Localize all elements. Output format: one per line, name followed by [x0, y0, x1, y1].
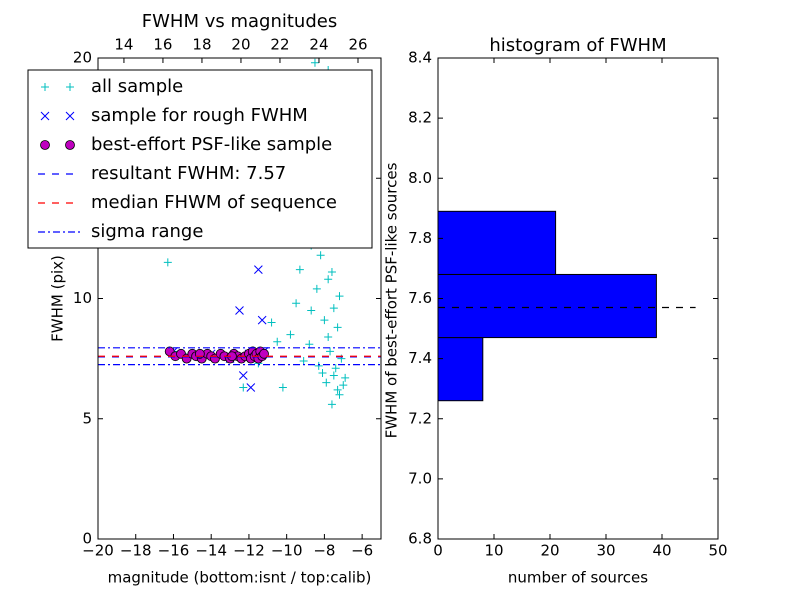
x-tick-label: −12	[233, 542, 265, 560]
legend-marker	[40, 140, 50, 150]
y-tick-label: 7.6	[408, 289, 432, 307]
legend-label: sample for rough FWHM	[91, 105, 308, 126]
x-tick-label: −14	[195, 542, 227, 560]
bar	[438, 210, 557, 275]
plot-area	[438, 210, 696, 402]
legend-label: best-effort PSF-like sample	[91, 134, 332, 155]
y-tick-label: 7.2	[408, 409, 432, 427]
chart-title: histogram of FWHM	[489, 35, 666, 56]
point	[292, 299, 301, 308]
x2-tick-label: 26	[348, 36, 367, 54]
legend-marker	[65, 140, 75, 150]
axes-frame	[437, 57, 719, 540]
legend-label: all sample	[91, 76, 183, 97]
point	[273, 337, 282, 346]
y-tick-label: 0	[82, 530, 92, 548]
y-tick-label: 7.8	[408, 229, 432, 247]
legend-box	[27, 69, 373, 249]
x-tick-label: −20	[82, 542, 114, 560]
chart-title: FWHM vs magnitudes	[142, 11, 337, 32]
x2-tick-label: 18	[192, 36, 211, 54]
point	[239, 383, 248, 392]
point	[163, 258, 172, 267]
x-axis-label: number of sources	[508, 569, 648, 587]
x2-tick-label: 22	[270, 36, 289, 54]
x2-tick-label: 16	[153, 36, 172, 54]
legend-marker	[66, 83, 74, 91]
point	[318, 369, 327, 378]
y-tick-label: 10	[73, 289, 92, 307]
x-tick-label: −16	[158, 542, 190, 560]
point	[246, 383, 256, 392]
point	[335, 292, 344, 301]
legend-label: median FHWM of sequence	[91, 192, 337, 213]
point	[310, 58, 319, 67]
y-tick-label: 8.2	[408, 109, 432, 127]
point	[238, 371, 248, 380]
x2-tick-label: 14	[114, 36, 133, 54]
x2-tick-label: 20	[231, 36, 250, 54]
point	[299, 357, 308, 366]
y-tick-label: 8.0	[408, 169, 432, 187]
x-tick-label: 30	[596, 542, 615, 560]
y-tick-label: 7.0	[408, 469, 432, 487]
legend-marker	[41, 83, 49, 91]
y-axis-label: FWHM (pix)	[49, 255, 67, 342]
point	[327, 268, 336, 277]
point	[254, 265, 263, 274]
legend-label: resultant FWHM: 7.57	[91, 163, 286, 184]
point	[305, 340, 314, 349]
point	[324, 275, 333, 284]
x2-tick-label: 24	[309, 36, 328, 54]
x-tick-label: −18	[120, 542, 152, 560]
point	[327, 400, 336, 409]
point	[257, 315, 267, 325]
point	[286, 330, 295, 339]
point	[324, 332, 333, 341]
point	[314, 361, 323, 370]
point	[331, 364, 340, 373]
legend-label: sigma range	[91, 221, 203, 242]
point	[307, 306, 316, 315]
y-tick-label: 6.8	[408, 530, 432, 548]
x-tick-label: 20	[540, 542, 559, 560]
axes-frame	[97, 57, 382, 540]
point	[333, 323, 342, 332]
x-axis-label: magnitude (bottom:isnt / top:calib)	[108, 569, 372, 587]
x-tick-label: −6	[351, 542, 373, 560]
x-tick-label: 50	[708, 542, 727, 560]
point	[341, 373, 350, 382]
x-tick-label: −10	[271, 542, 303, 560]
point	[339, 381, 348, 390]
bar	[438, 273, 657, 339]
y-tick-label: 20	[73, 49, 92, 67]
point	[295, 265, 304, 274]
legend-marker	[40, 111, 50, 121]
point	[267, 318, 276, 327]
legend-marker	[65, 111, 75, 121]
point	[235, 306, 244, 315]
point	[333, 385, 342, 394]
y-tick-label: 5	[82, 409, 92, 427]
legend: all sample sample for rough FWHM best-effo…	[27, 69, 373, 249]
y-tick-label: 8.4	[408, 49, 432, 67]
point	[329, 304, 338, 313]
x-tick-label: −8	[313, 542, 335, 560]
bar	[438, 337, 484, 402]
x-tick-label: 10	[484, 542, 503, 560]
point	[320, 316, 329, 325]
y-axis-label: FWHM of best-effort PSF-like sources	[383, 162, 401, 438]
x-tick-label: 0	[433, 542, 443, 560]
point	[278, 383, 287, 392]
y-tick-label: 7.4	[408, 349, 432, 367]
point	[312, 284, 321, 293]
point	[316, 251, 325, 260]
point	[326, 347, 335, 356]
point	[329, 371, 338, 380]
point	[322, 378, 331, 387]
x-tick-label: 40	[652, 542, 671, 560]
point	[335, 390, 344, 399]
